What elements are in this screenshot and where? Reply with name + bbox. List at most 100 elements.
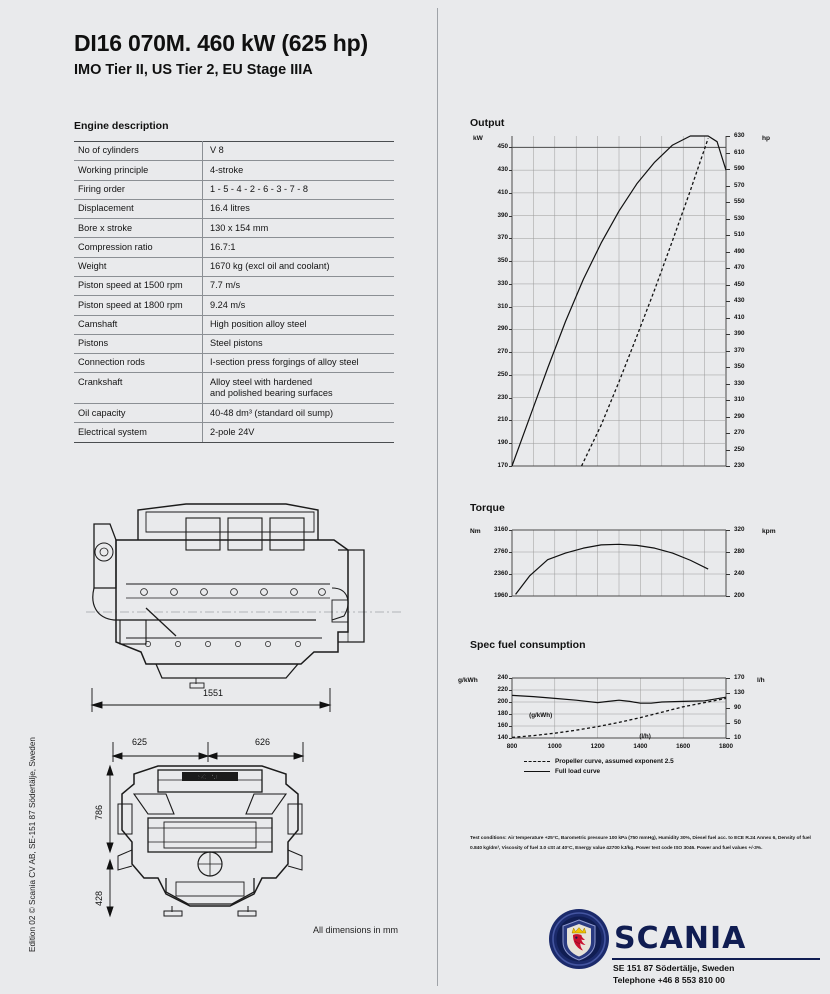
y-tick-label: 220: [497, 686, 508, 693]
y2-tick-label: 290: [734, 412, 745, 420]
dimension-label-lower-height: 428: [94, 890, 104, 906]
y2-tick-mark: [726, 466, 730, 467]
y-tick-mark: [509, 714, 512, 715]
output-y2-unit: hp: [762, 135, 771, 142]
spec-key: Firing order: [74, 180, 203, 200]
scania-wordmark: SCANIA: [614, 921, 747, 956]
table-row: Oil capacity 40-48 dm³ (standard oil sump…: [74, 403, 394, 424]
y2-tick-label: 550: [734, 198, 745, 205]
spec-value-line: 16.4 litres: [210, 203, 250, 214]
spec-key: Working principle: [74, 160, 203, 181]
spec-value-line: 130 x 154 mm: [210, 222, 269, 233]
y-tick-label: 350: [497, 257, 508, 265]
spec-key: Electrical system: [74, 422, 203, 443]
y2-tick-mark: [726, 185, 730, 187]
spec-value: 2-pole 24V: [202, 422, 394, 443]
front-view-dimension-widths: [111, 742, 305, 762]
y-tick-label: 310: [497, 302, 508, 310]
spec-value-line: 1670 kg (excl oil and coolant): [210, 261, 330, 272]
spec-value-line: I-section press forgings of alloy steel: [210, 357, 359, 368]
spec-value: 16.7:1: [202, 237, 394, 258]
spec-value-line: 2-pole 24V: [210, 426, 255, 437]
y2-tick-mark: [726, 350, 730, 352]
scania-logo: [548, 908, 610, 975]
y-tick-label: 160: [497, 722, 508, 729]
y2-tick-label: 50: [734, 719, 742, 726]
output-chart: [470, 128, 770, 476]
chart-legend: Propeller curve, assumed exponent 2.5 Fu…: [524, 757, 674, 776]
y2-tick-label: 320: [734, 526, 745, 533]
y-tick-mark: [509, 552, 512, 553]
spec-value: Alloy steel with hardened and polished be…: [202, 372, 394, 405]
y-tick-label: 390: [497, 211, 508, 219]
y2-tick-label: 170: [734, 674, 745, 681]
y-tick-label: 290: [497, 325, 508, 333]
y-tick-label: 2360: [493, 570, 508, 577]
y2-tick-mark: [726, 268, 730, 269]
company-address: SE 151 87 Södertälje, Sweden Telephone +…: [613, 963, 734, 986]
spec-value: V 8: [202, 140, 394, 162]
y2-tick-mark: [726, 574, 730, 575]
y2-tick-mark: [726, 552, 730, 553]
address-line-2: Telephone +46 8 553 810 00: [613, 974, 725, 985]
dashed-line-swatch-icon: [524, 761, 550, 763]
y-tick-mark: [509, 170, 512, 172]
y-tick-label: 180: [497, 710, 508, 717]
torque-y2-unit: kpm: [762, 528, 776, 535]
spec-key: Connection rods: [74, 353, 203, 374]
spec-value-line: 16.7:1: [210, 241, 236, 252]
y2-tick-mark: [726, 723, 730, 724]
y2-tick-mark: [726, 596, 730, 597]
x-tick-label: 1600: [676, 743, 691, 750]
y2-tick-mark: [726, 678, 730, 679]
y2-tick-label: 350: [734, 363, 745, 370]
spec-value: Steel pistons: [202, 334, 394, 355]
spec-value-line-2: and polished bearing surfaces: [210, 388, 333, 399]
legend-label-full-load: Full load curve: [555, 767, 601, 775]
y2-tick-mark: [726, 284, 730, 286]
y2-tick-label: 310: [734, 396, 745, 403]
fuel-y2-unit: l/h: [757, 677, 765, 684]
table-row: Crankshaft Alloy steel with hardened and p…: [74, 372, 394, 405]
y2-tick-mark: [726, 400, 730, 401]
spec-value-line: Alloy steel with hardened: [210, 376, 313, 387]
spec-value: High position alloy steel: [202, 315, 394, 335]
torque-y-unit: Nm: [470, 528, 481, 535]
series-full-load: [511, 135, 727, 467]
torque-chart-svg: [511, 529, 727, 597]
fuel-chart-svg: [511, 677, 727, 739]
y2-tick-label: 610: [734, 148, 745, 156]
table-row: Weight 1670 kg (excl oil and coolant): [74, 257, 394, 277]
y-tick-label: 200: [497, 698, 508, 705]
spec-value: 16.4 litres: [202, 199, 394, 220]
y2-tick-label: 200: [734, 592, 745, 599]
chart-annotation: (g/kWh): [529, 712, 553, 720]
y2-tick-label: 280: [734, 548, 745, 555]
series-propeller: [511, 697, 727, 739]
x-tick-label: 800: [506, 743, 518, 750]
y2-tick-label: 130: [734, 689, 745, 696]
y2-tick-label: 570: [734, 181, 745, 189]
table-row: Displacement 16.4 litres: [74, 199, 394, 220]
y2-tick-mark: [726, 251, 730, 253]
y2-tick-label: 470: [734, 264, 745, 271]
table-row: Pistons Steel pistons: [74, 334, 394, 355]
y-tick-mark: [509, 147, 512, 149]
table-row: Working principle 4-stroke: [74, 160, 394, 181]
engine-description-table: No of cylinders V 8 Working principle 4-str…: [74, 140, 394, 443]
y2-tick-mark: [726, 317, 730, 319]
y-tick-mark: [509, 574, 512, 575]
spec-key: Weight: [74, 257, 203, 277]
spec-value-line: Steel pistons: [210, 338, 263, 349]
spec-key: Camshaft: [74, 315, 203, 335]
dimensions-units-note: All dimensions in mm: [313, 925, 399, 935]
spec-value: 40-48 dm³ (standard oil sump): [202, 403, 394, 424]
y-tick-label: 1960: [493, 592, 508, 599]
spec-key: Oil capacity: [74, 403, 203, 424]
spec-value-line: 1 - 5 - 4 - 2 - 6 - 3 - 7 - 8: [210, 183, 309, 194]
y2-tick-mark: [726, 708, 730, 709]
x-tick-label: 1800: [718, 743, 733, 750]
dimension-label-left-width: 625: [132, 737, 148, 747]
spec-key: Bore x stroke: [74, 218, 203, 239]
y-tick-mark: [509, 329, 512, 331]
